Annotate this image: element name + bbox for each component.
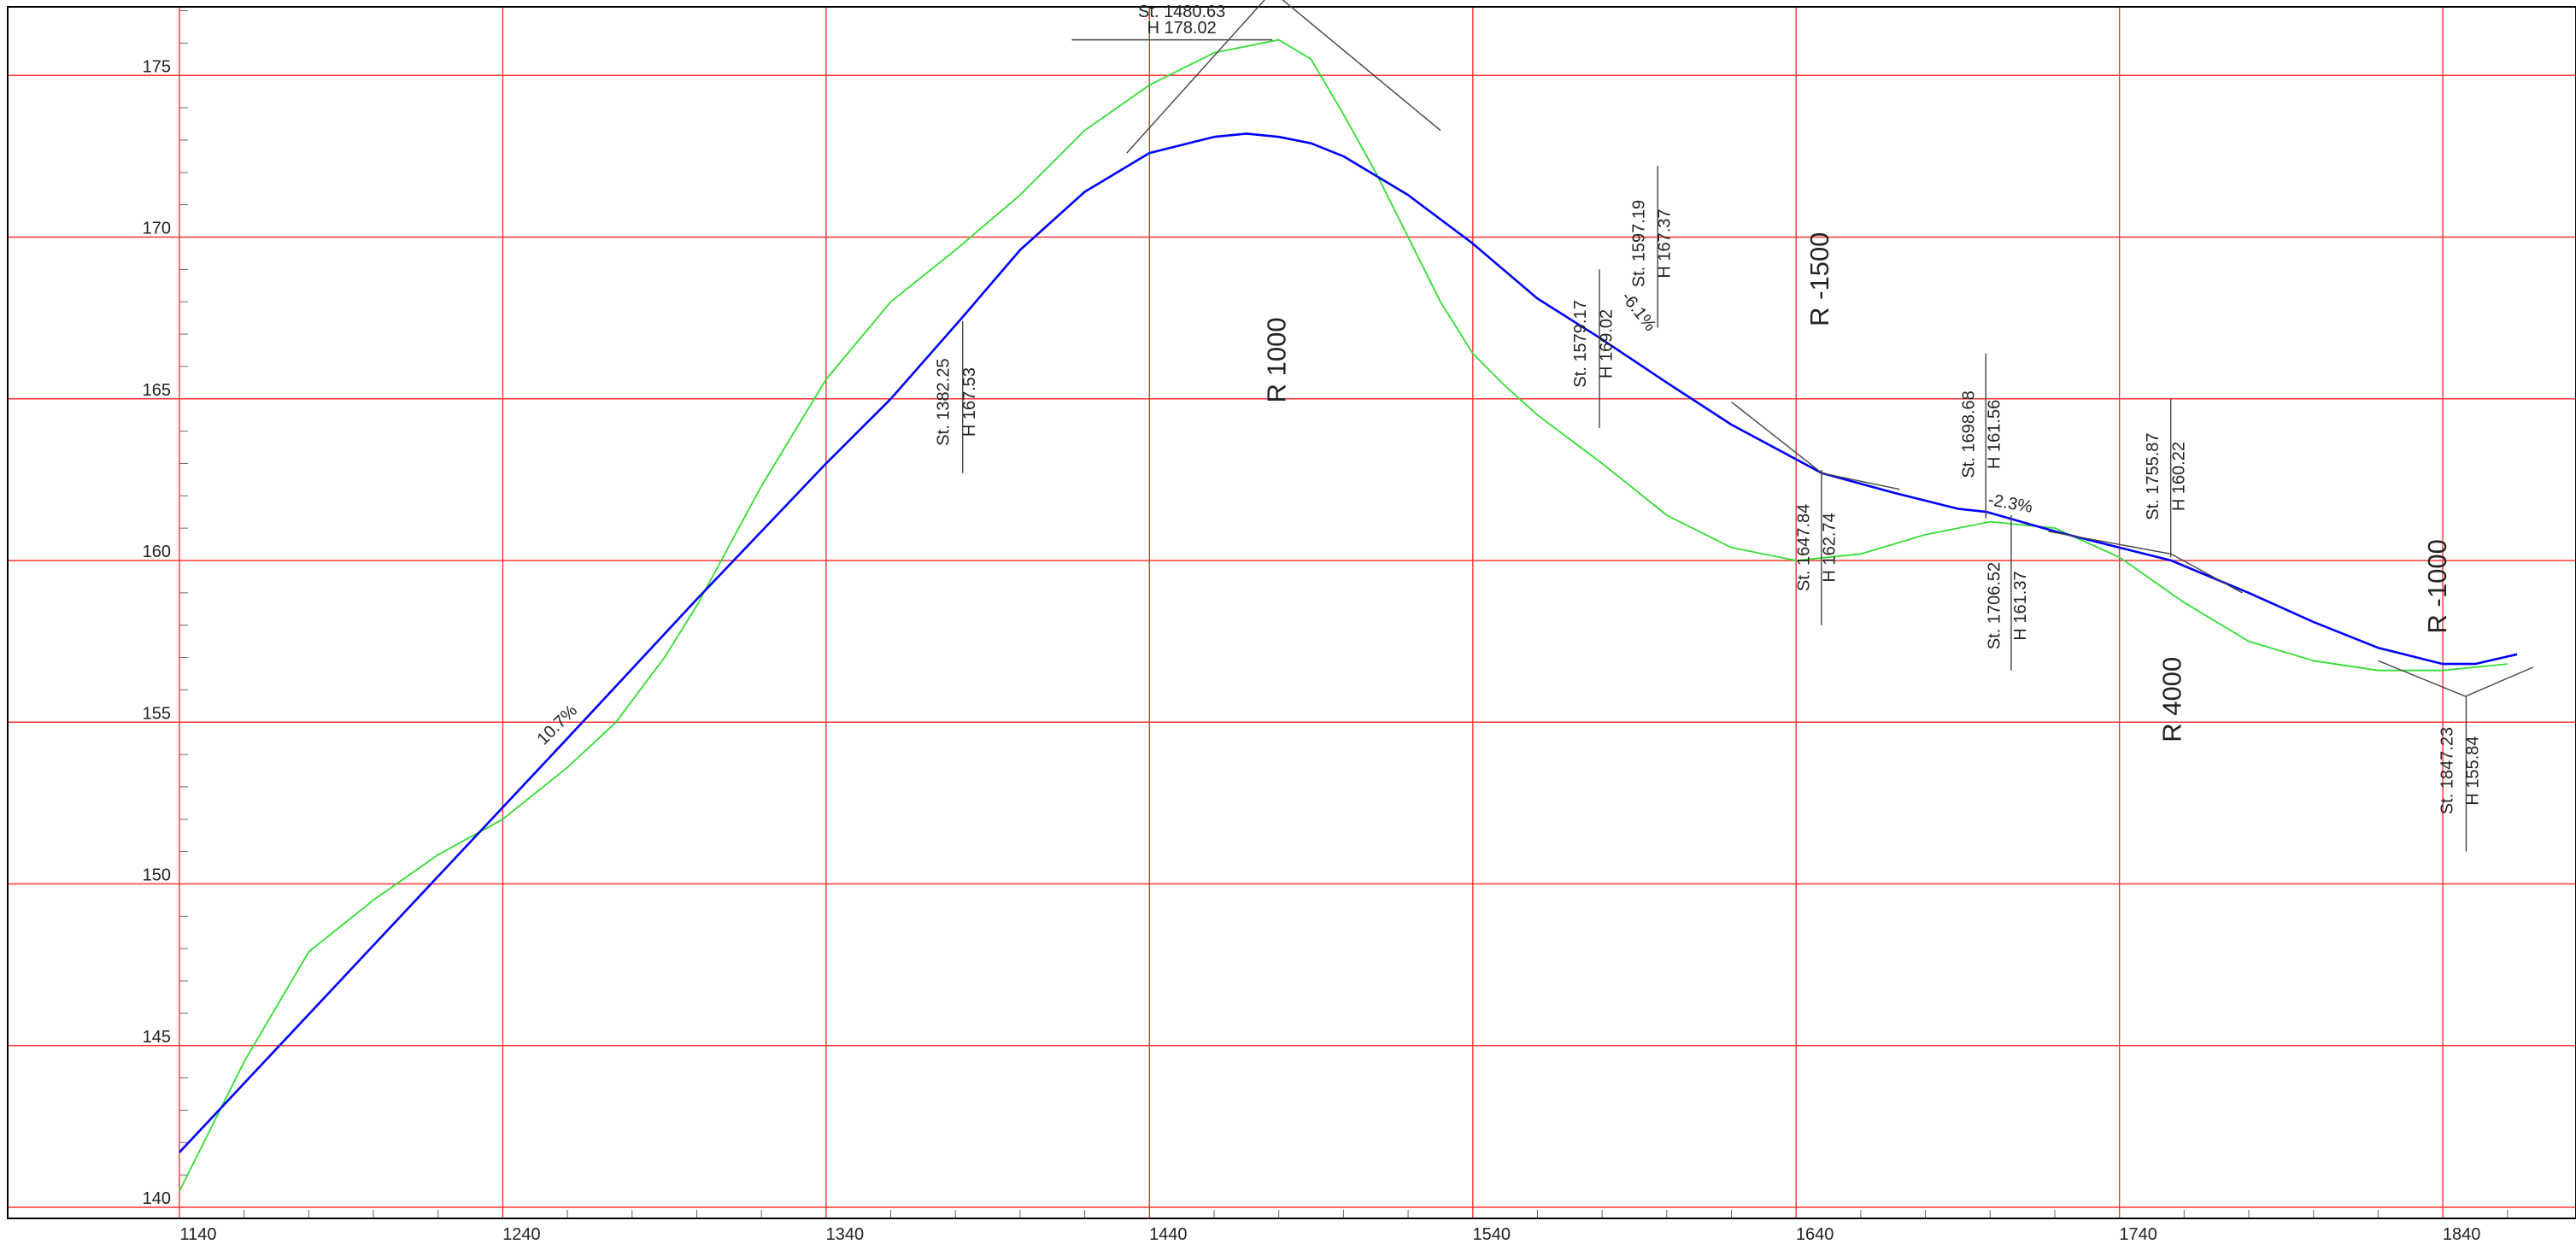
tangent-line: [1126, 0, 1441, 154]
y-tick-label: 145: [143, 1028, 171, 1047]
x-tick-label: 1240: [502, 1225, 541, 1244]
plot-frame: [7, 6, 2576, 1219]
x-tick-label: 1740: [2119, 1225, 2157, 1244]
station-label: St. 1597.19: [1629, 200, 1648, 287]
tangent-line: [1731, 401, 1900, 490]
x-tick-label: 1540: [1473, 1225, 1511, 1244]
y-tick-labels: 140 145 150 155 160 165 170 175: [143, 57, 171, 1208]
tangent-line: [2378, 660, 2534, 697]
station-label: H 161.37: [2011, 571, 2030, 640]
station-markers: [962, 38, 2467, 852]
curve-radius-label: R -1500: [1804, 232, 1834, 326]
station-label: St. 1579.17: [1571, 300, 1590, 387]
y-tick-label: 165: [143, 381, 171, 400]
station-label: St. 1647.84: [1794, 504, 1813, 591]
station-label: H 162.74: [1821, 513, 1840, 582]
y-tick-label: 175: [143, 57, 171, 76]
grade-label: 10.7%: [533, 701, 581, 749]
tangent-line: [2048, 531, 2243, 594]
station-label: H 167.53: [960, 367, 979, 437]
x-tick-label: 1340: [826, 1225, 865, 1244]
station-label: St. 1382.25: [935, 358, 954, 445]
series-group: [179, 38, 2518, 1192]
ground-line: [179, 38, 2508, 1192]
design-line: [179, 132, 2518, 1153]
y-tick-label: 140: [143, 1189, 171, 1208]
station-label: St. 1698.68: [1959, 390, 1978, 478]
x-tick-label: 1140: [179, 1225, 216, 1244]
station-label: H 169.02: [1597, 309, 1616, 379]
y-tick-label: 170: [143, 220, 171, 238]
station-label: H 167.37: [1656, 208, 1675, 278]
x-tick-label: 1440: [1149, 1225, 1188, 1244]
station-label: H 178.02: [1147, 19, 1217, 38]
x-tick-labels: 1140 1240 1340 1440 1540 1640 1740 1840: [179, 1225, 2480, 1244]
station-label: St. 1755.87: [2144, 432, 2162, 519]
station-label: H 161.56: [1986, 400, 2004, 469]
minor-ticks: [179, 10, 2509, 1218]
curve-radius-label: R -1000: [2422, 539, 2452, 633]
x-tick-label: 1640: [1796, 1225, 1834, 1244]
curve-radius-label: R 1000: [1261, 317, 1291, 402]
station-label: St. 1706.52: [1986, 562, 2004, 649]
y-tick-label: 160: [143, 543, 171, 561]
x-tick-label: 1840: [2443, 1225, 2481, 1244]
grade-label: -6.1%: [1617, 288, 1660, 335]
grid: [8, 7, 2576, 1218]
station-label: H 160.22: [2169, 442, 2188, 511]
y-tick-label: 150: [143, 866, 171, 885]
station-label: St. 1847.23: [2438, 727, 2456, 814]
y-tick-label: 155: [143, 704, 171, 723]
station-label: H 155.84: [2464, 736, 2483, 805]
curve-radius-label: R 4000: [2157, 657, 2187, 742]
station-label: St. 1480.63: [1138, 3, 1225, 21]
